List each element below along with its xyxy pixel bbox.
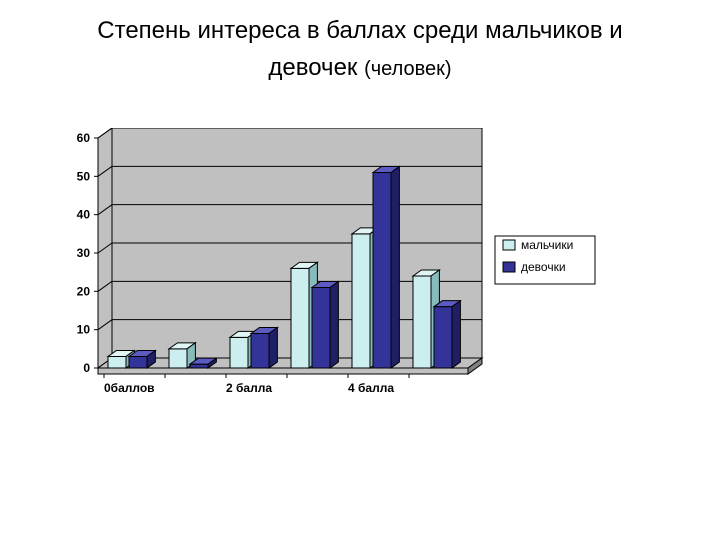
x-tick-label: 0баллов [104,381,155,395]
y-tick-label: 30 [77,246,91,260]
legend-label: девочки [521,260,566,274]
title-line-2a: девочек [268,54,357,81]
y-tick-label: 50 [77,169,91,183]
y-tick-label: 10 [77,323,91,337]
x-tick-label: 4 балла [348,381,394,395]
y-tick-label: 40 [77,208,91,222]
chart-svg: 0 10 20 30 40 50 60 0баллов 2 балла 4 балла мальчи… [50,128,610,418]
interest-chart: 0 10 20 30 40 50 60 0баллов 2 балла 4 балла мальчи… [50,128,610,418]
y-tick-label: 0 [83,361,90,375]
x-tick-label: 2 балла [226,381,272,395]
title-line-2: девочек (человек) [0,49,720,86]
legend-label: мальчики [521,238,573,252]
y-tick-label: 20 [77,284,91,298]
y-tick-label: 60 [77,131,91,145]
slide-title: Степень интереса в баллах среди мальчико… [0,12,720,86]
title-line-2b: (человек) [364,58,452,80]
title-line-1: Степень интереса в баллах среди мальчико… [0,12,720,49]
